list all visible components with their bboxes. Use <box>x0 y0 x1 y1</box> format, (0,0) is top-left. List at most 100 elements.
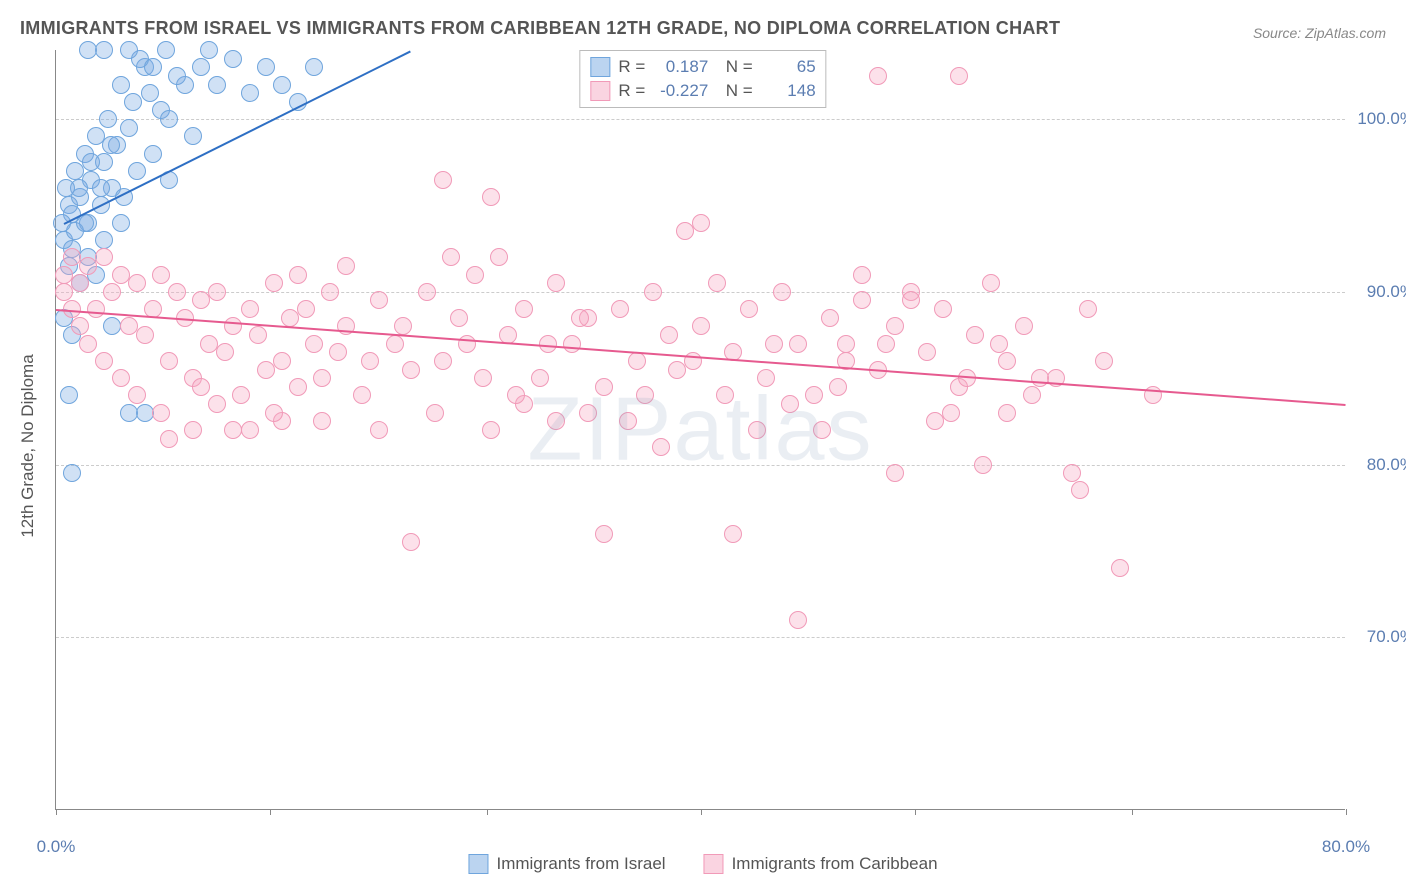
plot-area: ZIPatlas 70.0%80.0%90.0%100.0%0.0%80.0% <box>55 50 1345 810</box>
data-point <box>805 386 823 404</box>
data-point <box>289 378 307 396</box>
legend-item: Immigrants from Israel <box>464 854 669 874</box>
data-point <box>120 41 138 59</box>
data-point <box>926 412 944 430</box>
data-point <box>305 58 323 76</box>
data-point <box>507 386 525 404</box>
data-point <box>55 283 73 301</box>
data-point <box>57 179 75 197</box>
data-point <box>281 309 299 327</box>
data-point <box>563 335 581 353</box>
data-point <box>877 335 895 353</box>
data-point <box>265 274 283 292</box>
data-point <box>232 386 250 404</box>
data-point <box>482 188 500 206</box>
data-point <box>241 421 259 439</box>
data-point <box>224 317 242 335</box>
gridline <box>56 292 1345 293</box>
legend-label: Immigrants from Israel <box>496 854 665 874</box>
data-point <box>982 274 1000 292</box>
data-point <box>241 300 259 318</box>
data-point <box>208 283 226 301</box>
data-point <box>515 300 533 318</box>
data-point <box>869 67 887 85</box>
data-point <box>63 464 81 482</box>
x-tick <box>487 809 488 815</box>
data-point <box>434 171 452 189</box>
data-point <box>124 93 142 111</box>
x-tick <box>270 809 271 815</box>
data-point <box>418 283 436 301</box>
data-point <box>192 291 210 309</box>
data-point <box>950 67 968 85</box>
data-point <box>208 76 226 94</box>
data-point <box>644 283 662 301</box>
data-point <box>297 300 315 318</box>
data-point <box>821 309 839 327</box>
data-point <box>265 404 283 422</box>
data-point <box>918 343 936 361</box>
legend-swatch-icon <box>704 854 724 874</box>
data-point <box>79 257 97 275</box>
n-label: N = <box>716 57 752 77</box>
data-point <box>1031 369 1049 387</box>
data-point <box>184 421 202 439</box>
data-point <box>103 283 121 301</box>
data-point <box>636 386 654 404</box>
correlation-chart: IMMIGRANTS FROM ISRAEL VS IMMIGRANTS FRO… <box>0 0 1406 892</box>
data-point <box>490 248 508 266</box>
data-point <box>112 76 130 94</box>
data-point <box>128 386 146 404</box>
legend-stats: R = 0.187 N = 65 R = -0.227 N = 148 <box>579 50 826 108</box>
data-point <box>160 110 178 128</box>
data-point <box>394 317 412 335</box>
data-point <box>458 335 476 353</box>
data-point <box>676 222 694 240</box>
data-point <box>757 369 775 387</box>
data-point <box>531 369 549 387</box>
data-point <box>426 404 444 422</box>
data-point <box>1063 464 1081 482</box>
y-tick-label: 100.0% <box>1355 109 1406 129</box>
y-axis-label: 12th Grade, No Diploma <box>18 354 38 537</box>
data-point <box>168 67 186 85</box>
data-point <box>990 335 1008 353</box>
data-point <box>152 404 170 422</box>
data-point <box>79 41 97 59</box>
data-point <box>886 464 904 482</box>
x-tick-label: 0.0% <box>37 837 76 857</box>
data-point <box>192 58 210 76</box>
chart-title: IMMIGRANTS FROM ISRAEL VS IMMIGRANTS FRO… <box>20 18 1060 39</box>
data-point <box>539 335 557 353</box>
data-point <box>289 266 307 284</box>
legend-swatch-icon <box>468 854 488 874</box>
data-point <box>95 41 113 59</box>
data-point <box>829 378 847 396</box>
data-point <box>974 456 992 474</box>
data-point <box>660 326 678 344</box>
data-point <box>95 352 113 370</box>
data-point <box>71 274 89 292</box>
data-point <box>547 412 565 430</box>
y-tick-label: 90.0% <box>1355 282 1406 302</box>
data-point <box>595 378 613 396</box>
gridline <box>56 119 1345 120</box>
data-point <box>157 41 175 59</box>
data-point <box>611 300 629 318</box>
data-point <box>200 41 218 59</box>
data-point <box>579 404 597 422</box>
data-point <box>337 257 355 275</box>
data-point <box>87 300 105 318</box>
data-point <box>482 421 500 439</box>
data-point <box>273 76 291 94</box>
data-point <box>748 421 766 439</box>
data-point <box>216 343 234 361</box>
gridline <box>56 637 1345 638</box>
data-point <box>1111 559 1129 577</box>
r-value: -0.227 <box>653 81 708 101</box>
x-tick <box>1132 809 1133 815</box>
n-value: 65 <box>761 57 816 77</box>
data-point <box>853 291 871 309</box>
data-point <box>224 50 242 68</box>
data-point <box>386 335 404 353</box>
